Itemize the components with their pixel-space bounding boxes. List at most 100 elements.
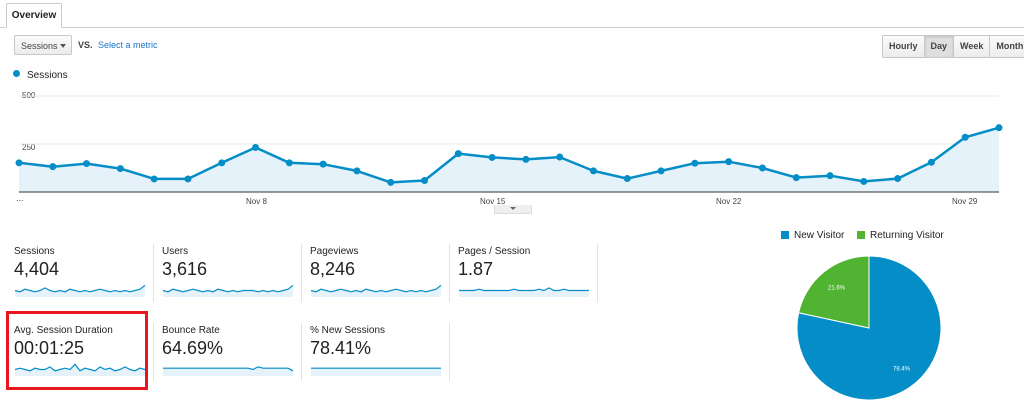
data-point-nov-4 xyxy=(116,165,124,173)
pie-legend-returning-visitor[interactable]: Returning Visitor xyxy=(857,230,944,241)
data-point-nov-23 xyxy=(758,164,766,172)
divider xyxy=(153,323,154,381)
pie-slice-1 xyxy=(798,255,870,329)
pie-legend-label: Returning Visitor xyxy=(870,230,944,241)
collapse-arrow-icon xyxy=(510,207,516,210)
data-point-nov-17 xyxy=(556,153,564,161)
scorecard-value: 8,246 xyxy=(310,259,356,279)
x-tick-nov-22: Nov 22 xyxy=(716,197,742,206)
tab-bar: Overview xyxy=(0,0,1024,28)
data-point-nov-24 xyxy=(792,174,800,182)
sparkline-line xyxy=(162,284,294,293)
scorecard-label: Users xyxy=(162,246,189,257)
sessions-line-chart[interactable] xyxy=(0,0,1024,200)
scorecard-value: 1.87 xyxy=(458,259,494,279)
sparkline-line xyxy=(459,287,589,292)
highlight-box xyxy=(6,311,148,390)
data-point-nov-29 xyxy=(961,133,969,141)
x-tick-nov-15: Nov 15 xyxy=(480,197,506,206)
pie-slice-label: 21.6% xyxy=(828,286,846,292)
divider xyxy=(449,244,450,302)
sparkline xyxy=(14,284,146,297)
scorecard-label: Avg. Session Duration xyxy=(14,325,113,336)
chevron-down-icon xyxy=(60,44,66,48)
month-button[interactable]: Month xyxy=(989,35,1024,58)
sparkline-area xyxy=(311,368,441,376)
metric-dropdown[interactable]: Sessions xyxy=(14,35,72,55)
pie-slice-label: 78.4% xyxy=(893,366,911,372)
scorecard-pageviews[interactable]: Pageviews 8,246 xyxy=(310,246,448,306)
data-point-nov-10 xyxy=(319,160,327,168)
y-tick-250: 250 xyxy=(22,143,36,152)
pie-legend-label: New Visitor xyxy=(794,230,845,241)
scorecard-label: Bounce Rate xyxy=(162,325,220,336)
divider xyxy=(301,244,302,302)
vs-label: VS. xyxy=(78,40,93,50)
data-point-nov-6 xyxy=(184,175,192,183)
divider xyxy=(449,323,450,381)
data-point-nov-15 xyxy=(488,153,496,161)
sparkline-area xyxy=(459,287,589,297)
scorecard-pages-per-session[interactable]: Pages / Session 1.87 xyxy=(458,246,596,306)
visitor-type-pie-chart[interactable]: 78.4% 21.6% xyxy=(794,253,944,403)
sparkline-area xyxy=(163,285,293,297)
data-point-nov-14 xyxy=(454,150,462,158)
sessions-line xyxy=(18,126,1000,184)
data-point-nov-19 xyxy=(623,175,631,183)
data-point-nov-13 xyxy=(421,176,429,184)
sparkline xyxy=(459,287,589,297)
sparkline xyxy=(14,363,146,376)
data-point-nov-3 xyxy=(83,160,91,168)
tab-overview[interactable]: Overview xyxy=(6,3,62,28)
legend-swatch-icon xyxy=(781,231,789,239)
sparkline-area xyxy=(163,366,293,376)
scorecard-value: 3,616 xyxy=(162,259,208,279)
data-point-nov-25 xyxy=(826,172,834,180)
sparkline-line xyxy=(14,363,146,372)
scorecard-bounce-rate[interactable]: Bounce Rate 64.69% xyxy=(162,325,300,385)
sparkline-area xyxy=(15,364,145,376)
data-point-nov-7 xyxy=(218,159,226,167)
x-tick-start: ... xyxy=(16,193,24,203)
data-point-nov-18 xyxy=(589,167,597,175)
sessions-area xyxy=(19,127,999,192)
data-point-nov-16 xyxy=(522,155,530,163)
scorecard-users[interactable]: Users 3,616 xyxy=(162,246,300,306)
scorecard-value: 78.41% xyxy=(310,338,372,358)
legend-series-label: Sessions xyxy=(27,70,68,81)
x-tick-nov-29: Nov 29 xyxy=(952,197,978,206)
scorecard-label: Pages / Session xyxy=(458,246,531,257)
divider xyxy=(597,244,598,302)
scorecard-value: 4,404 xyxy=(14,259,60,279)
data-point-nov-8 xyxy=(252,143,260,151)
chart-legend: Sessions xyxy=(13,70,68,81)
data-point-nov-26 xyxy=(860,177,868,185)
legend-swatch-icon xyxy=(857,231,865,239)
data-point-nov-12 xyxy=(387,178,395,186)
sparkline-area xyxy=(311,285,441,297)
data-point-nov-28 xyxy=(927,158,935,166)
scorecard-value: 64.69% xyxy=(162,338,224,358)
pie-legend-new-visitor[interactable]: New Visitor xyxy=(781,230,844,241)
data-point-nov-27 xyxy=(894,175,902,183)
period-toggle: Hourly Day Week Month xyxy=(882,35,1024,58)
x-tick-nov-8: Nov 8 xyxy=(246,197,267,206)
scorecard-sessions[interactable]: Sessions 4,404 xyxy=(14,246,152,306)
chart-collapse-toggle[interactable] xyxy=(494,205,532,214)
data-point-nov-11 xyxy=(353,167,361,175)
scorecard-new-sessions[interactable]: % New Sessions 78.41% xyxy=(310,325,448,385)
select-metric-link[interactable]: Select a metric xyxy=(98,40,158,50)
sparkline-line xyxy=(310,284,442,293)
metric-dropdown-label: Sessions xyxy=(21,41,58,51)
sparkline-area xyxy=(15,285,145,297)
data-point-nov-22 xyxy=(725,158,733,166)
scorecard-label: Sessions xyxy=(14,246,55,257)
scorecard-label: % New Sessions xyxy=(310,325,386,336)
data-point-nov-9 xyxy=(285,159,293,167)
data-point-nov-30 xyxy=(995,124,1003,132)
sparkline xyxy=(310,284,442,297)
hourly-button[interactable]: Hourly xyxy=(882,35,925,58)
sparkline xyxy=(163,366,294,376)
data-point-nov-5 xyxy=(150,175,158,183)
scorecard-avg-session-duration[interactable]: Avg. Session Duration 00:01:25 xyxy=(14,325,152,385)
